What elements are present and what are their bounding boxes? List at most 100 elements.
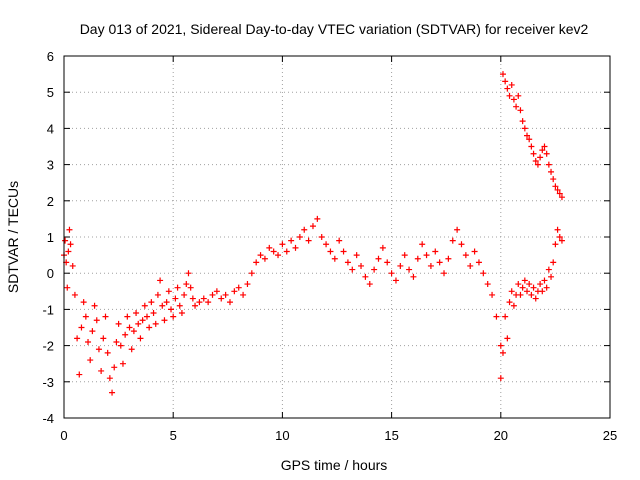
data-point — [530, 150, 537, 157]
data-point — [504, 85, 511, 92]
data-point — [526, 136, 533, 143]
data-point — [117, 342, 124, 349]
data-point — [67, 241, 74, 248]
data-point — [502, 78, 509, 85]
data-point — [526, 281, 533, 288]
data-point — [218, 295, 225, 302]
data-point — [506, 92, 513, 99]
data-point — [85, 338, 92, 345]
data-point — [98, 367, 105, 374]
data-point — [537, 281, 544, 288]
data-point — [266, 244, 273, 251]
data-point — [174, 284, 181, 291]
data-point — [497, 375, 504, 382]
series-main — [61, 215, 504, 396]
data-point — [537, 154, 544, 161]
data-point — [462, 252, 469, 259]
data-point — [205, 299, 212, 306]
data-point — [427, 262, 434, 269]
data-point — [532, 295, 539, 302]
data-point — [493, 313, 500, 320]
data-point — [296, 234, 303, 240]
data-point — [270, 248, 277, 255]
data-point — [248, 270, 255, 277]
grid-lines — [64, 56, 610, 418]
data-point — [82, 313, 89, 320]
data-point — [288, 237, 295, 244]
y-tick-label: -2 — [42, 339, 54, 354]
data-point — [137, 335, 144, 342]
data-point — [192, 302, 199, 309]
data-point — [104, 349, 111, 356]
data-point — [423, 252, 430, 259]
data-point — [344, 259, 351, 266]
data-point — [532, 157, 539, 164]
data-point — [74, 335, 81, 342]
data-point — [95, 346, 102, 353]
data-point — [545, 266, 552, 273]
data-point — [497, 342, 504, 349]
data-point — [71, 291, 78, 298]
data-point — [323, 241, 330, 248]
data-point — [143, 313, 150, 320]
data-point — [353, 252, 360, 259]
data-point — [150, 310, 157, 317]
data-point — [113, 338, 120, 345]
data-point — [314, 215, 321, 222]
data-point — [327, 248, 334, 255]
data-point — [541, 277, 548, 284]
data-point — [66, 226, 73, 233]
data-point — [517, 107, 524, 114]
y-tick-label: -3 — [42, 375, 54, 390]
data-point — [397, 262, 404, 269]
data-point — [558, 194, 565, 201]
data-point — [65, 248, 72, 255]
data-point — [502, 313, 509, 320]
data-point — [301, 226, 308, 233]
chart-title: Day 013 of 2021, Sidereal Day-to-day VTE… — [80, 21, 589, 37]
data-point — [76, 371, 83, 378]
y-tick-label: -1 — [42, 302, 54, 317]
data-point — [133, 310, 140, 317]
y-tick-label: 3 — [47, 158, 54, 173]
series-late-upper — [499, 71, 565, 201]
data-point — [93, 317, 100, 324]
data-point — [187, 284, 194, 291]
data-point — [362, 273, 369, 280]
data-point — [69, 262, 76, 269]
data-point — [392, 277, 399, 284]
data-point — [524, 132, 531, 139]
data-point — [257, 252, 264, 259]
data-point — [539, 147, 546, 154]
data-point — [283, 248, 290, 255]
data-point — [506, 299, 513, 306]
data-point — [165, 288, 172, 295]
data-point — [309, 223, 316, 230]
data-point — [106, 375, 113, 382]
data-point — [181, 291, 188, 298]
data-point — [100, 335, 107, 342]
data-point — [558, 237, 565, 244]
data-point — [432, 248, 439, 255]
data-point — [504, 335, 511, 342]
data-point — [154, 291, 161, 298]
data-point — [521, 277, 528, 284]
data-point — [358, 262, 365, 269]
data-point — [524, 288, 531, 295]
data-point — [489, 291, 496, 298]
data-point — [530, 284, 537, 291]
data-point — [515, 92, 522, 99]
data-point — [539, 288, 546, 295]
data-point — [528, 143, 535, 150]
data-point — [209, 291, 216, 298]
data-point — [517, 291, 524, 298]
y-tick-label: 2 — [47, 194, 54, 209]
data-point — [292, 244, 299, 251]
data-point — [510, 96, 517, 103]
data-point — [388, 270, 395, 277]
data-point — [130, 328, 137, 335]
x-tick-label: 20 — [494, 428, 508, 443]
data-point — [458, 241, 465, 248]
data-point — [80, 299, 87, 306]
data-point — [414, 255, 421, 262]
